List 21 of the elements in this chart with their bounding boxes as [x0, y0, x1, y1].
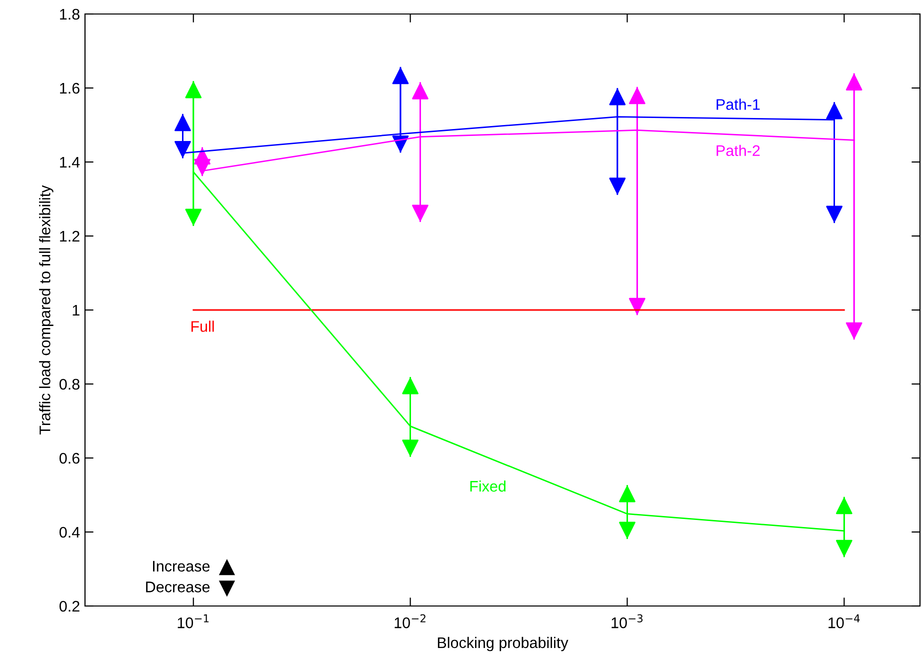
y-tick-label: 1.4	[60, 157, 80, 168]
y-tick-label: 0.4	[60, 526, 80, 538]
series-label: Path-2	[716, 144, 760, 156]
y-tick-label: 1.8	[60, 8, 80, 20]
series-label: Full	[191, 320, 214, 332]
y-tick-label: 1.2	[60, 230, 80, 242]
y-tick-label: 1.6	[60, 82, 80, 94]
series-label: Fixed	[470, 480, 506, 492]
y-tick-label: 0.8	[60, 378, 80, 390]
x-tick-label: 10$^{−2}$	[394, 614, 426, 628]
annotation: Increase	[153, 560, 210, 572]
x-axis-title: Blocking probability	[438, 636, 568, 652]
y-tick-label: 1	[72, 305, 80, 316]
x-tick-label: 10$^{−3}$	[612, 614, 643, 628]
series-label: Path-1	[716, 98, 760, 110]
y-tick-label: 0.2	[60, 600, 80, 612]
x-tick-label: 10$^{−4}$	[828, 614, 860, 628]
annotation: Decrease	[146, 582, 210, 592]
y-tick-label: 0.6	[60, 452, 80, 464]
x-tick-label: 10$^{−1}$	[178, 614, 209, 628]
y-axis-title: Traffic load compared to full flexibility	[39, 185, 54, 434]
